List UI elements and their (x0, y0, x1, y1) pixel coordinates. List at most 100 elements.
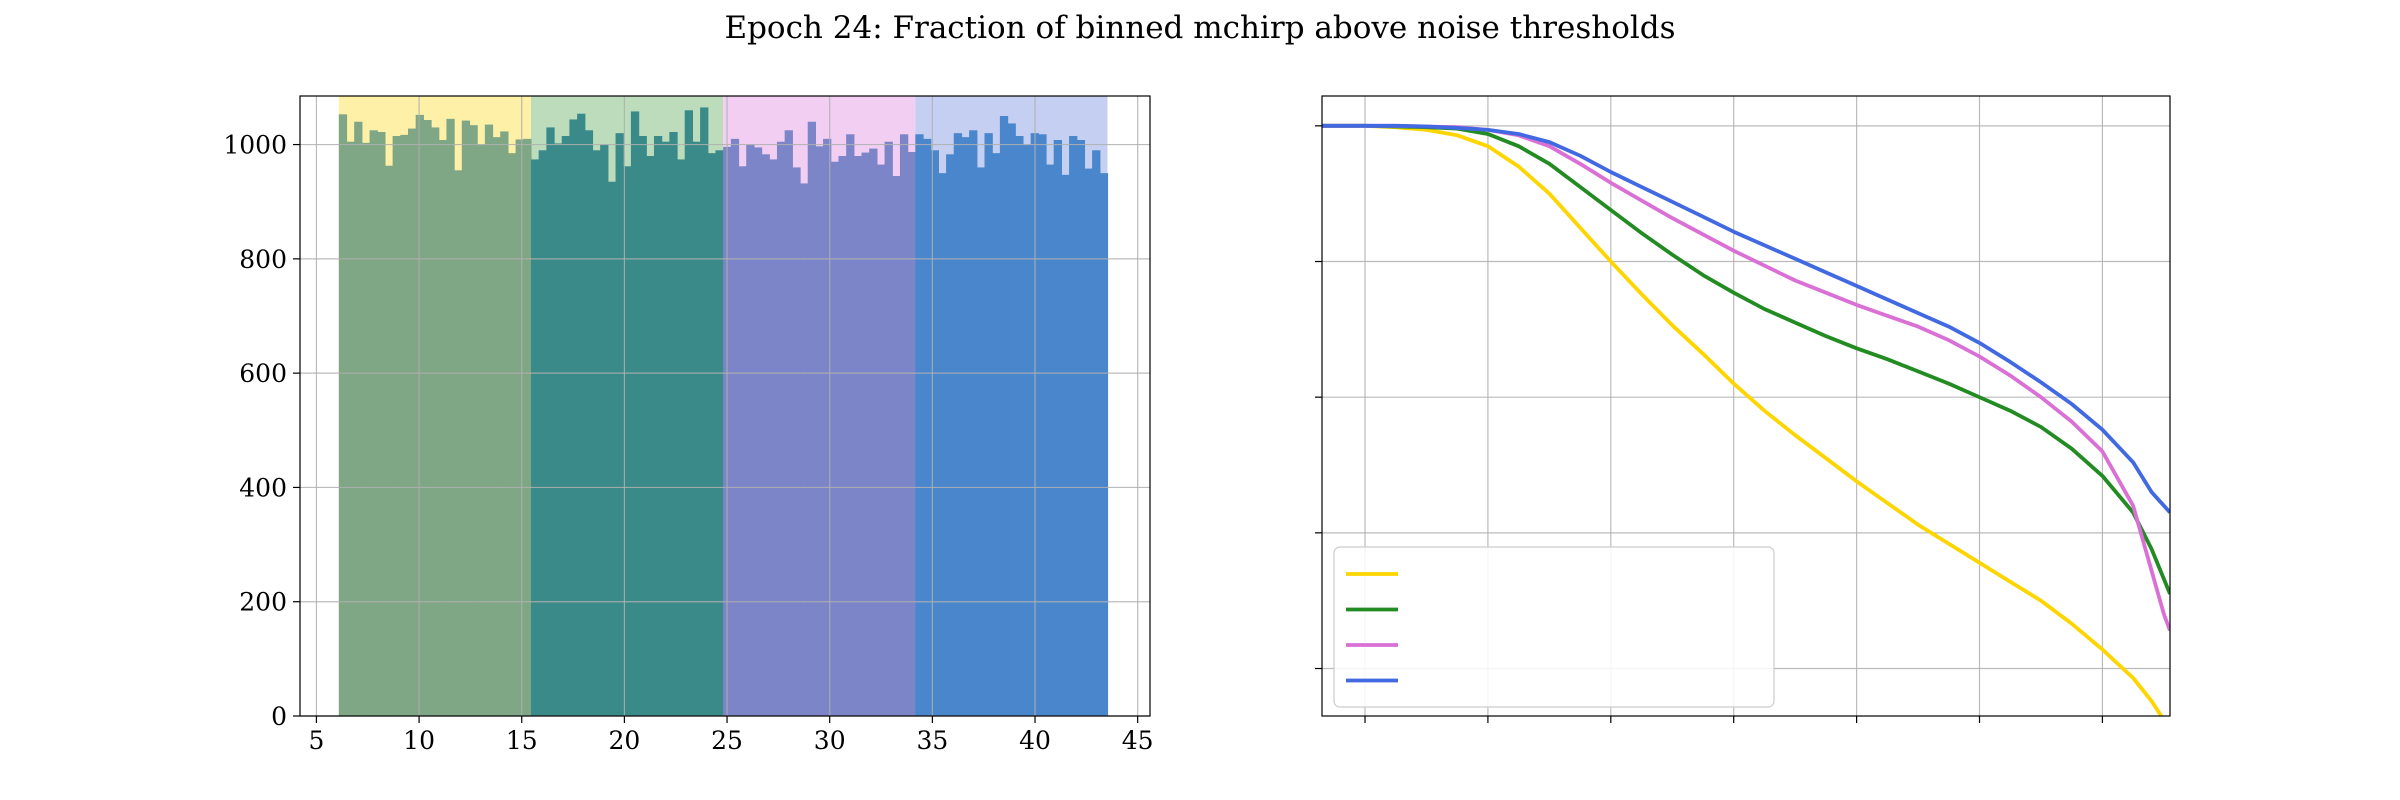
series-line-1 (1322, 123, 2164, 716)
y-tick-label: 1000 (223, 131, 287, 160)
histogram-bar (484, 124, 494, 717)
histogram-bar (361, 142, 371, 716)
histogram-bar (1084, 168, 1093, 717)
histogram-bar (684, 110, 694, 717)
histogram-bar (653, 136, 663, 716)
histogram-bar (646, 156, 655, 716)
histogram-chart: 5 10 15 20 25 30 35 40 45 0 200 400 600 800 1000 (223, 95, 1154, 755)
x-tick-label: 5 (308, 726, 324, 755)
histogram-bar (538, 150, 547, 717)
histogram-bar (1076, 140, 1086, 716)
histogram-bar (1022, 144, 1032, 717)
histogram-bar (392, 136, 401, 716)
histogram-bar (800, 183, 809, 716)
histogram-bar (853, 156, 863, 716)
histogram-bar (577, 113, 586, 716)
histogram-bar (700, 107, 709, 716)
histogram-bar (546, 127, 555, 716)
histogram-bar (784, 130, 793, 717)
histogram-bar (907, 152, 916, 716)
histogram-bar (461, 120, 471, 717)
histogram-bar (638, 136, 647, 716)
histogram-bar (1092, 150, 1101, 717)
x-tick-label: 30 (814, 726, 846, 755)
histogram-bar (1061, 174, 1070, 716)
y-tick-label: 400 (239, 473, 287, 502)
series-line-4 (1322, 123, 2170, 514)
figure-title: Epoch 24: Fraction of binned mchirp abov… (724, 10, 1675, 46)
histogram-bar (776, 141, 786, 716)
plot-frame (299, 95, 1151, 717)
series-line-2 (1322, 123, 2170, 595)
histogram-bar (661, 141, 670, 716)
histogram-bar (930, 150, 939, 717)
x-tick-label: 25 (711, 726, 743, 755)
histogram-bar (561, 136, 571, 716)
histogram-bar (846, 134, 855, 717)
x-tick-label: 45 (1122, 726, 1154, 755)
x-tick-label: 10 (403, 726, 435, 755)
histogram-bar (692, 141, 701, 716)
histogram-bar (899, 134, 909, 717)
histogram-bar (892, 176, 901, 716)
histogram-bar (415, 114, 424, 717)
histogram-bar (823, 138, 832, 716)
histogram-bar (938, 173, 947, 717)
x-tick-label: 35 (916, 726, 948, 755)
histogram-bar (600, 144, 609, 717)
histogram-bar (369, 130, 378, 717)
histogram-bar (377, 132, 386, 716)
histogram-bar (407, 128, 417, 717)
histogram-bar (592, 150, 601, 717)
histogram-bar (953, 133, 963, 717)
histogram-bar (469, 125, 478, 716)
y-tick-label: 600 (239, 359, 287, 388)
histogram-bar (1099, 173, 1109, 717)
histogram-bar (869, 148, 878, 717)
histogram-bar (1053, 140, 1062, 716)
x-tick-label: 15 (506, 726, 538, 755)
histogram-bar (984, 133, 993, 717)
legend-box (1333, 546, 1775, 708)
plot-frame (1321, 95, 2171, 717)
histogram-bar (630, 111, 640, 716)
histogram-bar (761, 154, 770, 717)
histogram-bar (569, 119, 578, 716)
histogram-bar (530, 159, 540, 716)
histogram-bar (623, 166, 632, 717)
histogram-bar (477, 144, 486, 717)
x-tick-label: 20 (608, 726, 640, 755)
histogram-bar (876, 164, 886, 717)
histogram-bar (923, 138, 932, 716)
histogram-bar (1015, 136, 1024, 716)
histogram-bar (507, 153, 517, 717)
histogram-bar (1038, 134, 1047, 717)
histogram-bar (338, 114, 348, 717)
histogram-bar (346, 141, 355, 716)
histogram-bar (1069, 136, 1078, 716)
histogram-bar (815, 146, 824, 717)
histogram-bar (792, 167, 801, 716)
histogram-bar (1007, 123, 1016, 716)
histogram-bar (677, 159, 686, 716)
histogram-bar (515, 139, 524, 716)
histogram-bar (730, 138, 740, 716)
histogram-bar (454, 170, 463, 717)
histogram-bar (431, 127, 440, 716)
histogram-bar (769, 159, 778, 716)
histogram-bar (423, 120, 432, 716)
histogram-bar (400, 134, 409, 716)
histogram-bar (707, 153, 717, 717)
y-tick-label: 0 (271, 702, 287, 731)
y-tick-label: 200 (239, 588, 287, 617)
histogram-bar (999, 116, 1009, 716)
histogram-bar (1046, 164, 1055, 717)
histogram-bar (830, 161, 840, 716)
histogram-bar (446, 118, 455, 717)
histogram-bar (746, 144, 755, 717)
histogram-bar (753, 147, 763, 716)
histogram-bar (946, 154, 955, 717)
histogram-bar (523, 138, 532, 716)
histogram-bar (976, 167, 986, 716)
